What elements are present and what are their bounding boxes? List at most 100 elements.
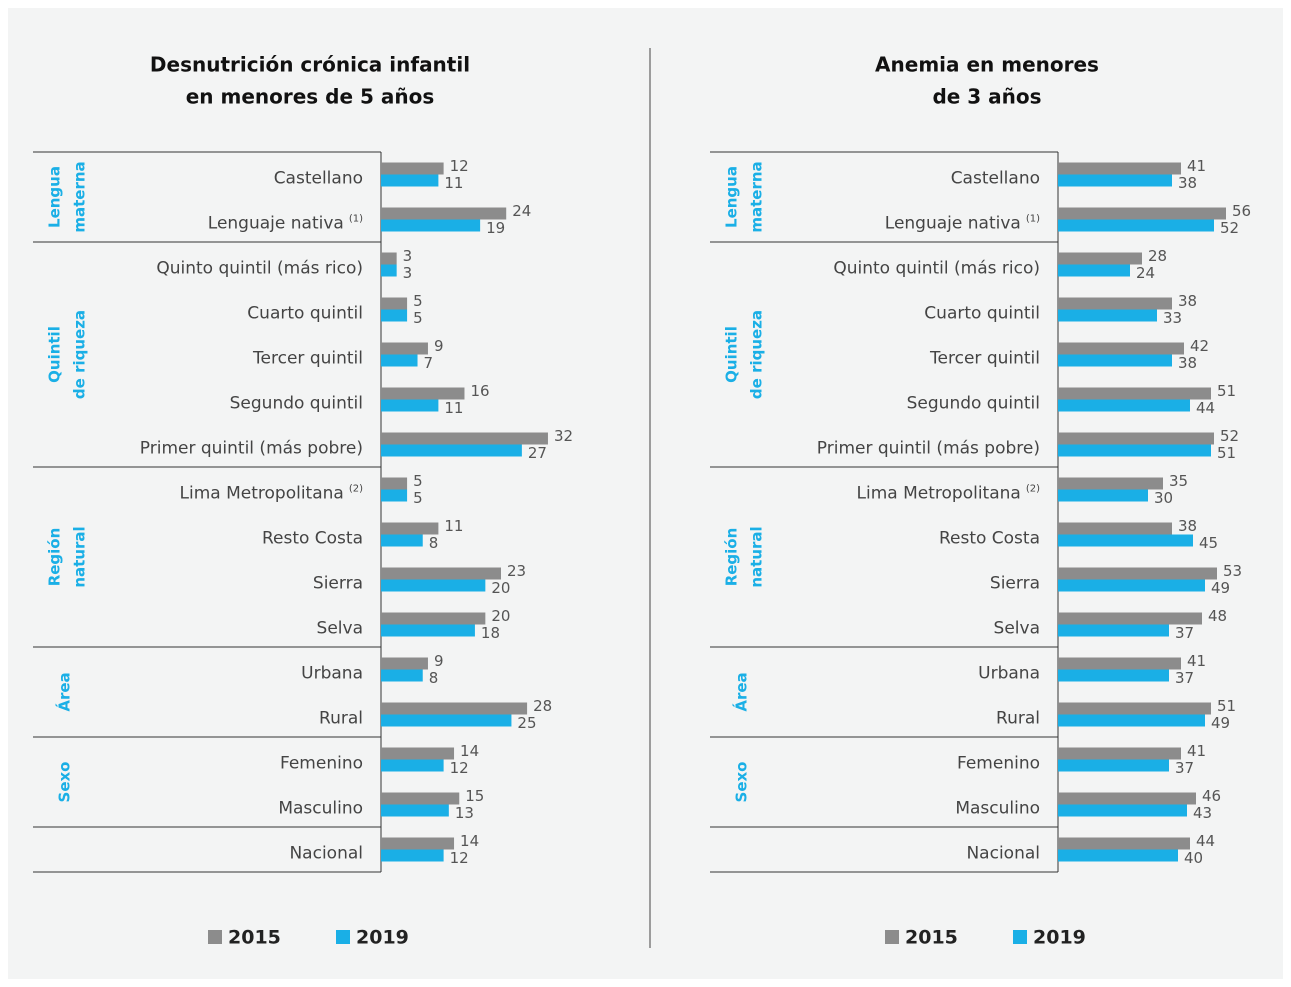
value-label: 49: [1211, 714, 1230, 732]
legend-swatch: [1013, 930, 1027, 944]
bar: [1058, 567, 1217, 580]
bar: [381, 219, 481, 232]
category-text: Urbana: [301, 664, 363, 684]
category-text: Rural: [996, 709, 1040, 729]
bar: [381, 387, 465, 400]
bar: [1058, 612, 1202, 625]
category-text: Castellano: [274, 169, 363, 189]
category-label: Masculino: [278, 799, 363, 819]
value-label: 5: [413, 292, 423, 310]
bar: [1058, 747, 1181, 760]
bar: [381, 567, 501, 580]
value-label: 49: [1211, 579, 1230, 597]
category-note: (2): [1026, 483, 1040, 494]
bar: [381, 432, 548, 445]
value-label: 12: [450, 849, 469, 867]
value-label: 27: [528, 444, 547, 462]
chart-title: de 3 años: [932, 85, 1041, 109]
category-text: Lenguaje nativa: [208, 214, 344, 234]
bar: [381, 792, 460, 805]
category-text: Nacional: [289, 844, 363, 864]
category-text: Cuarto quintil: [924, 304, 1040, 324]
value-label: 51: [1217, 382, 1236, 400]
category-text: Femenino: [280, 754, 363, 774]
bar: [381, 174, 439, 187]
category-text: Lenguaje nativa: [885, 214, 1021, 234]
category-label: Rural: [996, 709, 1040, 729]
value-label: 56: [1232, 202, 1251, 220]
category-label: Lima Metropolitana (2): [180, 483, 364, 504]
value-label: 41: [1187, 742, 1206, 760]
group-label: Área: [55, 672, 74, 711]
value-label: 37: [1175, 759, 1194, 777]
category-label: Quinto quintil (más rico): [156, 259, 363, 279]
bar: [381, 714, 512, 727]
category-text: Lima Metropolitana: [180, 484, 344, 504]
group-label: materna: [748, 161, 766, 232]
group-label: Quintil: [723, 326, 741, 383]
category-text: Masculino: [278, 799, 363, 819]
group-label: natural: [71, 526, 89, 587]
category-label: Nacional: [966, 844, 1040, 864]
category-text: Resto Costa: [939, 529, 1040, 549]
bar: [1058, 489, 1148, 502]
bar: [381, 759, 444, 772]
value-label: 52: [1220, 219, 1239, 237]
value-label: 51: [1217, 444, 1236, 462]
group-label: Región: [723, 528, 741, 587]
bar: [381, 612, 486, 625]
category-label: Urbana: [978, 664, 1040, 684]
bar: [381, 747, 455, 760]
bar: [1058, 207, 1226, 220]
bar: [1058, 444, 1211, 457]
bar: [1058, 657, 1181, 670]
value-label: 19: [486, 219, 505, 237]
value-label: 51: [1217, 697, 1236, 715]
category-label: Primer quintil (más pobre): [817, 439, 1040, 459]
bar: [381, 522, 439, 535]
value-label: 7: [424, 354, 434, 372]
category-text: Quinto quintil (más rico): [156, 259, 363, 279]
category-label: Lima Metropolitana (2): [857, 483, 1041, 504]
value-label: 5: [413, 472, 423, 490]
bar: [1058, 579, 1205, 592]
value-label: 9: [434, 337, 444, 355]
legend-label: 2015: [905, 927, 958, 949]
bar: [1058, 522, 1172, 535]
value-label: 24: [1136, 264, 1155, 282]
category-text: Masculino: [955, 799, 1040, 819]
bar: [1058, 264, 1130, 277]
bar: [1058, 837, 1190, 850]
value-label: 8: [429, 669, 439, 687]
value-label: 12: [450, 157, 469, 175]
bar: [1058, 354, 1172, 367]
category-label: Castellano: [951, 169, 1040, 189]
category-label: Sierra: [990, 574, 1040, 594]
value-label: 20: [491, 607, 510, 625]
category-label: Urbana: [301, 664, 363, 684]
category-label: Segundo quintil: [230, 394, 363, 414]
value-label: 44: [1196, 832, 1215, 850]
group-label: de riqueza: [71, 310, 89, 399]
bar: [381, 849, 444, 862]
category-label: Sierra: [313, 574, 363, 594]
bar: [1058, 297, 1172, 310]
bar: [1058, 174, 1172, 187]
chart-title: Desnutrición crónica infantil: [150, 53, 470, 77]
bar: [381, 309, 408, 322]
value-label: 52: [1220, 427, 1239, 445]
group-label: de riqueza: [748, 310, 766, 399]
bar: [1058, 342, 1184, 355]
value-label: 38: [1178, 174, 1197, 192]
value-label: 12: [450, 759, 469, 777]
bar: [1058, 714, 1205, 727]
bar: [381, 252, 397, 265]
value-label: 5: [413, 309, 423, 327]
category-label: Castellano: [274, 169, 363, 189]
value-label: 37: [1175, 669, 1194, 687]
value-label: 3: [403, 264, 413, 282]
group-label: materna: [71, 161, 89, 232]
legend-label: 2019: [356, 927, 409, 949]
category-label: Femenino: [957, 754, 1040, 774]
